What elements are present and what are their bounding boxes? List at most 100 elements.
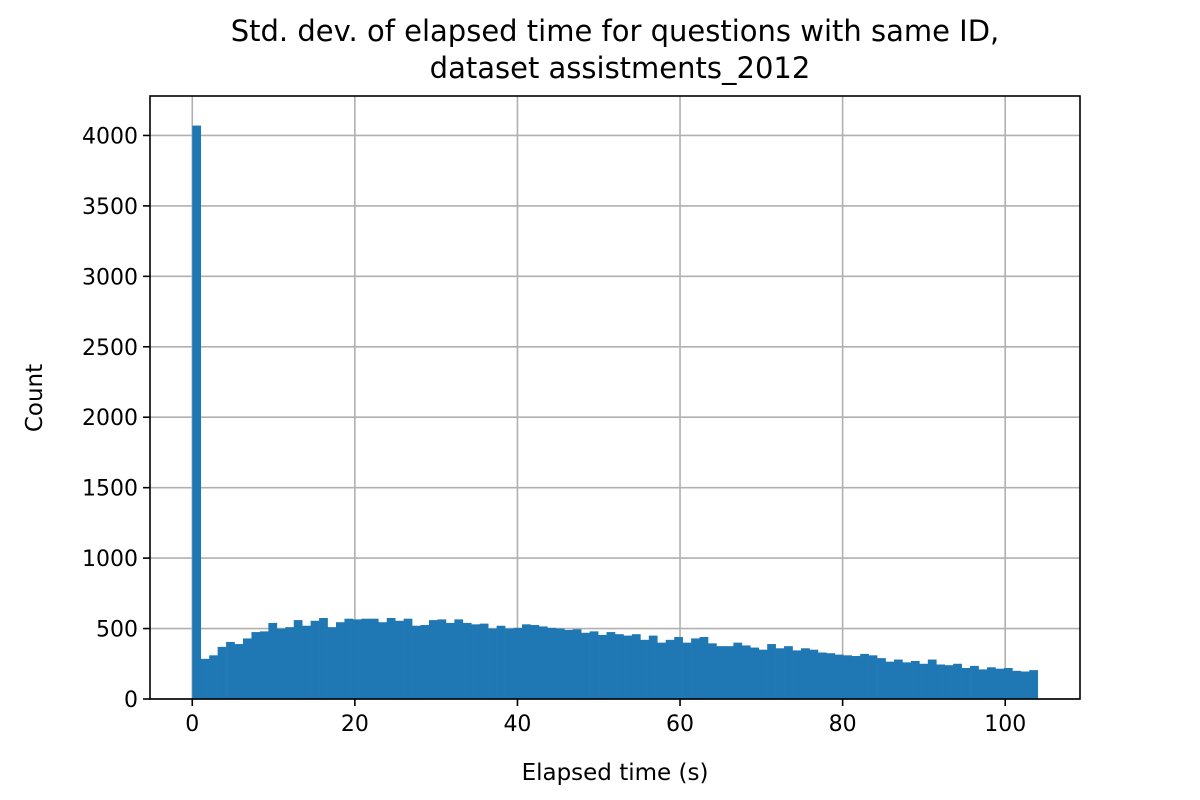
histogram-bar <box>741 645 751 699</box>
histogram-bar <box>995 668 1005 699</box>
histogram-bar <box>259 631 269 699</box>
histogram-bar <box>860 653 869 699</box>
histogram-bar <box>775 648 785 699</box>
histogram-bar <box>640 639 650 699</box>
histogram-bar <box>944 665 954 699</box>
histogram-bar <box>894 659 903 699</box>
x-tick-label: 20 <box>341 712 369 737</box>
x-tick-label: 0 <box>185 712 199 737</box>
x-axis-ticks: 0 20 40 60 80 100 <box>185 699 1026 737</box>
histogram-bar <box>403 618 413 699</box>
histogram-bar <box>471 624 481 699</box>
histogram-bar <box>691 638 700 699</box>
histogram-bar <box>598 634 607 699</box>
histogram-bar <box>234 644 244 699</box>
x-axis-label: Elapsed time (s) <box>522 760 709 786</box>
histogram-bar <box>987 667 996 699</box>
histogram-bar <box>674 637 683 699</box>
histogram-bar <box>437 619 447 699</box>
histogram-bar <box>310 620 320 699</box>
histogram-bar <box>970 665 979 699</box>
histogram-bar <box>927 659 937 699</box>
histogram-bar <box>251 632 261 699</box>
histogram-bar <box>378 622 388 699</box>
histogram-bar <box>724 646 734 699</box>
histogram-bar <box>817 652 827 699</box>
histogram-bar <box>285 627 295 699</box>
histogram-bar <box>445 622 455 699</box>
y-tick-label: 500 <box>96 618 138 643</box>
x-tick-label: 40 <box>503 712 531 737</box>
histogram-bar <box>801 648 810 699</box>
histogram-bar <box>226 641 235 699</box>
histogram-bars <box>192 125 1039 700</box>
histogram-bar <box>665 639 675 699</box>
histogram-bar <box>547 627 557 699</box>
histogram-bar <box>792 650 802 699</box>
histogram-bar <box>589 631 599 699</box>
histogram-bar <box>505 628 514 699</box>
histogram-bar <box>530 625 540 699</box>
histogram-bar <box>902 662 912 699</box>
histogram-bar <box>361 618 371 699</box>
y-tick-label: 3500 <box>82 195 138 220</box>
plot-frame <box>149 95 1081 700</box>
y-tick-label: 2000 <box>82 406 138 431</box>
histogram-bar <box>834 654 844 699</box>
histogram-bar <box>851 656 861 699</box>
histogram-bar <box>217 646 227 699</box>
histogram-bar <box>192 125 202 700</box>
histogram-bar <box>496 625 506 699</box>
histogram-bar <box>936 664 946 699</box>
y-axis-label: Count <box>22 364 48 432</box>
histogram-bar <box>682 642 692 699</box>
grid-lines <box>150 96 1080 700</box>
histogram-bar <box>623 635 633 699</box>
histogram-bar <box>572 629 582 699</box>
y-tick-label: 0 <box>124 688 138 713</box>
histogram-bar <box>784 646 793 699</box>
histogram-bar <box>420 625 430 699</box>
histogram-bar <box>454 619 464 699</box>
histogram-bar <box>648 635 658 699</box>
histogram-bar <box>699 637 709 699</box>
histogram-bar <box>369 618 379 699</box>
histogram-bar <box>826 653 836 699</box>
histogram-bar <box>327 627 337 699</box>
histogram-bar <box>1020 671 1030 699</box>
histogram-bar <box>809 649 819 699</box>
histogram-bar <box>429 620 438 699</box>
histogram-bar <box>657 642 667 699</box>
histogram-bar <box>395 620 404 699</box>
histogram-bar <box>767 644 776 699</box>
histogram-bar <box>462 622 472 699</box>
histogram-bar <box>843 655 853 699</box>
histogram-bar <box>708 643 717 699</box>
histogram-bar <box>919 663 929 699</box>
histogram-bar <box>522 624 531 699</box>
y-tick-label: 1000 <box>82 547 138 572</box>
y-tick-label: 4000 <box>82 124 138 149</box>
histogram-bar <box>910 660 920 699</box>
histogram-bar <box>513 627 523 699</box>
x-tick-label: 80 <box>829 712 857 737</box>
histogram-bar <box>200 658 210 699</box>
histogram-bar <box>868 655 878 699</box>
histogram-bar <box>758 649 768 699</box>
histogram-bar <box>716 646 726 699</box>
histogram-bar <box>733 642 743 699</box>
histogram-bar <box>344 618 354 699</box>
x-tick-label: 60 <box>666 712 694 737</box>
histogram-bar <box>412 625 421 699</box>
histogram-bar <box>978 669 988 699</box>
histogram-bar <box>319 617 328 699</box>
histogram-bar <box>293 620 303 699</box>
histogram-bar <box>302 625 311 699</box>
chart-subtitle: dataset assistments_2012 <box>430 51 811 85</box>
histogram-bar <box>631 634 641 699</box>
y-axis-ticks: 0 500 1000 1500 2000 2500 3000 3500 4000 <box>82 124 150 713</box>
histogram-bar <box>336 622 345 699</box>
histogram-bar <box>564 629 574 699</box>
histogram-bar <box>352 619 362 699</box>
